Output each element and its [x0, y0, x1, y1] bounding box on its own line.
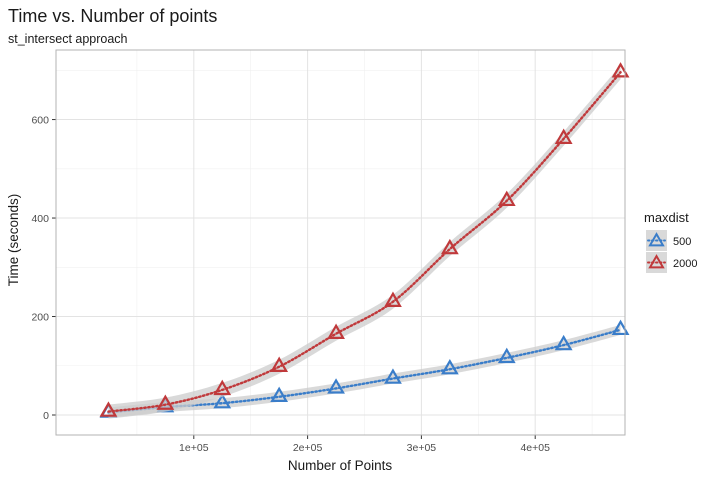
data-point — [554, 128, 573, 144]
data-point — [384, 291, 402, 307]
data-point — [270, 356, 289, 372]
series-2000 — [99, 62, 630, 419]
data-point — [440, 359, 459, 375]
y-tick-label: 600 — [31, 115, 49, 127]
x-tick-label: 4e+05 — [520, 442, 550, 454]
panel-border — [55, 49, 626, 436]
x-tick-label: 3e+05 — [407, 442, 437, 454]
y-axis-title: Time (seconds) — [6, 194, 21, 287]
data-point — [213, 379, 232, 396]
plot-panel — [56, 50, 630, 435]
chart-title: Time vs. Number of points — [8, 6, 217, 26]
axes: 1e+05 2e+05 3e+05 4e+05 0 200 400 600 — [31, 49, 626, 454]
data-point — [99, 401, 118, 417]
legend-key-marker — [648, 254, 665, 269]
data-point — [611, 319, 630, 336]
chart-subtitle: st_intersect approach — [8, 32, 128, 46]
data-point — [213, 392, 232, 409]
data-point — [497, 347, 516, 364]
data-point — [611, 62, 630, 78]
series-line — [107, 71, 622, 413]
data-point — [554, 334, 573, 351]
legend-key-marker — [648, 232, 665, 247]
legend: maxdist 500 2000 — [644, 210, 697, 273]
y-tick-label: 0 — [43, 410, 49, 422]
legend-label: 2000 — [673, 258, 697, 270]
x-tick-label: 1e+05 — [179, 442, 209, 454]
x-tick-label: 2e+05 — [293, 442, 323, 454]
legend-item-500: 500 — [646, 230, 691, 251]
legend-item-2000: 2000 — [646, 252, 697, 273]
data-point — [327, 323, 345, 339]
y-tick-label: 400 — [31, 213, 49, 225]
legend-title: maxdist — [644, 210, 689, 225]
data-point — [156, 394, 175, 410]
data-point — [270, 386, 289, 403]
data-point — [384, 368, 402, 384]
data-point — [327, 378, 345, 394]
data-point — [440, 238, 459, 255]
x-axis-title: Number of Points — [288, 458, 393, 473]
y-tick-label: 200 — [31, 312, 49, 324]
panel-background — [56, 50, 625, 435]
data-point — [497, 190, 516, 207]
legend-label: 500 — [673, 236, 691, 248]
